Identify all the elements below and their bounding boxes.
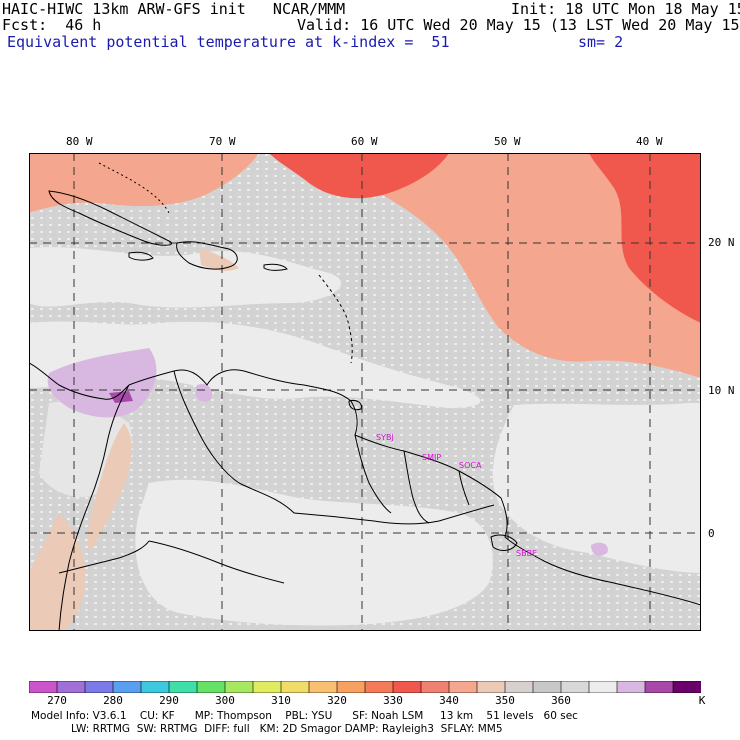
colorbar-swatch — [29, 681, 58, 693]
border-colombia-venezuela — [173, 370, 295, 514]
init-time: Init: 18 UTC Mon 18 May 15 — [511, 0, 740, 18]
field-light-north — [29, 247, 342, 308]
station-soca: SOCA — [459, 461, 482, 470]
lat-label-0: 0 — [708, 527, 715, 540]
colorbar-swatch — [364, 681, 394, 693]
colorbar-swatch — [476, 681, 506, 693]
colorbar-swatch — [616, 681, 646, 693]
border-brazil-north — [293, 504, 495, 525]
model-info-line1: Model Info: V3.6.1 CU: KF MP: Thompson P… — [31, 710, 578, 722]
colorbar-label: 320 — [327, 694, 347, 707]
coastlines — [29, 162, 701, 631]
model-info-line2: LW: RRTMG SW: RRTMG DIFF: full KM: 2D Sm… — [31, 723, 503, 735]
colorbar-label: 340 — [439, 694, 459, 707]
valid-time: Valid: 16 UTC Wed 20 May 15 (13 LST Wed … — [297, 16, 740, 34]
lon-label-60w: 60 W — [351, 135, 378, 148]
forecast-hour: Fcst: 46 h — [2, 16, 102, 34]
coast-jamaica — [128, 251, 154, 261]
coast-bahamas — [98, 162, 170, 214]
coast-south-america-west — [58, 384, 130, 631]
colorbar — [29, 681, 701, 693]
colorbar-swatch — [420, 681, 450, 693]
colorbar-unit: K — [698, 694, 706, 707]
coast-cuba — [48, 190, 172, 246]
colorbar-label: 300 — [215, 694, 235, 707]
colorbar-label: 310 — [271, 694, 291, 707]
lon-label-80w: 80 W — [66, 135, 93, 148]
smoothing-info: sm= 2 — [578, 33, 624, 51]
colorbar-swatch — [280, 681, 310, 693]
station-smjp: SMJP — [422, 453, 441, 462]
colorbar-swatch — [112, 681, 142, 693]
colorbar-swatch — [196, 681, 226, 693]
coast-central-america — [29, 362, 130, 400]
colorbar-swatch — [84, 681, 114, 693]
colorbar-label: 270 — [47, 694, 67, 707]
coast-marajo — [490, 534, 518, 551]
field-cool-venezuela — [195, 383, 213, 402]
field-light-atlantic — [492, 403, 701, 573]
field-hot-north — [269, 153, 449, 199]
colorbar-label: 360 — [551, 694, 571, 707]
colorbar-swatch — [448, 681, 478, 693]
lon-label-40w: 40 W — [636, 135, 663, 148]
lon-label-50w: 50 W — [494, 135, 521, 148]
map-frame — [29, 153, 701, 631]
colorbar-swatch — [140, 681, 170, 693]
colorbar-swatch — [252, 681, 282, 693]
border-guyana-suriname — [403, 450, 430, 524]
field-tan-andes — [87, 423, 132, 553]
field-cool-brazil — [591, 542, 608, 556]
border-colombia-brazil — [148, 540, 285, 584]
field-light-caribbean — [29, 321, 481, 408]
lat-label-20n: 20 N — [708, 236, 735, 249]
field-tan-southwest — [29, 513, 86, 631]
colorbar-swatch — [308, 681, 338, 693]
field-light-interior — [135, 479, 493, 626]
colorbar-label: 280 — [103, 694, 123, 707]
colorbar-label: 350 — [495, 694, 515, 707]
field-tan-hispaniola — [199, 248, 239, 271]
colorbar-label: 290 — [159, 694, 179, 707]
coast-puertorico — [263, 263, 288, 271]
colorbar-swatch — [224, 681, 254, 693]
colorbar-swatch — [336, 681, 366, 693]
colorbar-swatch — [560, 681, 590, 693]
colorbar-swatch — [644, 681, 674, 693]
field-name: Equivalent potential temperature — [7, 33, 296, 51]
colorbar-swatch — [168, 681, 198, 693]
model-title: HAIC-HIWC 13km ARW-GFS init NCAR/MMM — [2, 0, 346, 18]
colorbar-swatch — [588, 681, 618, 693]
colorbar-label: 330 — [383, 694, 403, 707]
station-sybj: SYBJ — [376, 433, 394, 442]
coast-hispaniola — [176, 241, 238, 270]
colorbar-swatch — [392, 681, 422, 693]
field-warm-northwest — [29, 153, 259, 213]
lon-label-70w: 70 W — [209, 135, 236, 148]
field-hot-northeast — [589, 153, 701, 323]
colorbar-swatch — [504, 681, 534, 693]
border-ecuador-peru — [58, 540, 150, 574]
coast-trinidad — [348, 400, 362, 411]
field-warm-northeast — [329, 153, 701, 378]
lat-label-10n: 10 N — [708, 384, 735, 397]
border-venezuela-guyana — [354, 434, 392, 514]
coast-south-america-north — [128, 369, 701, 606]
border-suriname-guiana — [458, 470, 470, 506]
field-cold-colombia — [109, 391, 133, 403]
colorbar-swatch — [56, 681, 86, 693]
colorbar-swatch — [532, 681, 562, 693]
theta-e-map: SYBJ SMJP SOCA SBBE — [29, 153, 701, 631]
station-sbbe: SBBE — [516, 549, 537, 558]
level-info: at k-index = 51 — [305, 33, 450, 51]
colorbar-swatch — [672, 681, 701, 693]
